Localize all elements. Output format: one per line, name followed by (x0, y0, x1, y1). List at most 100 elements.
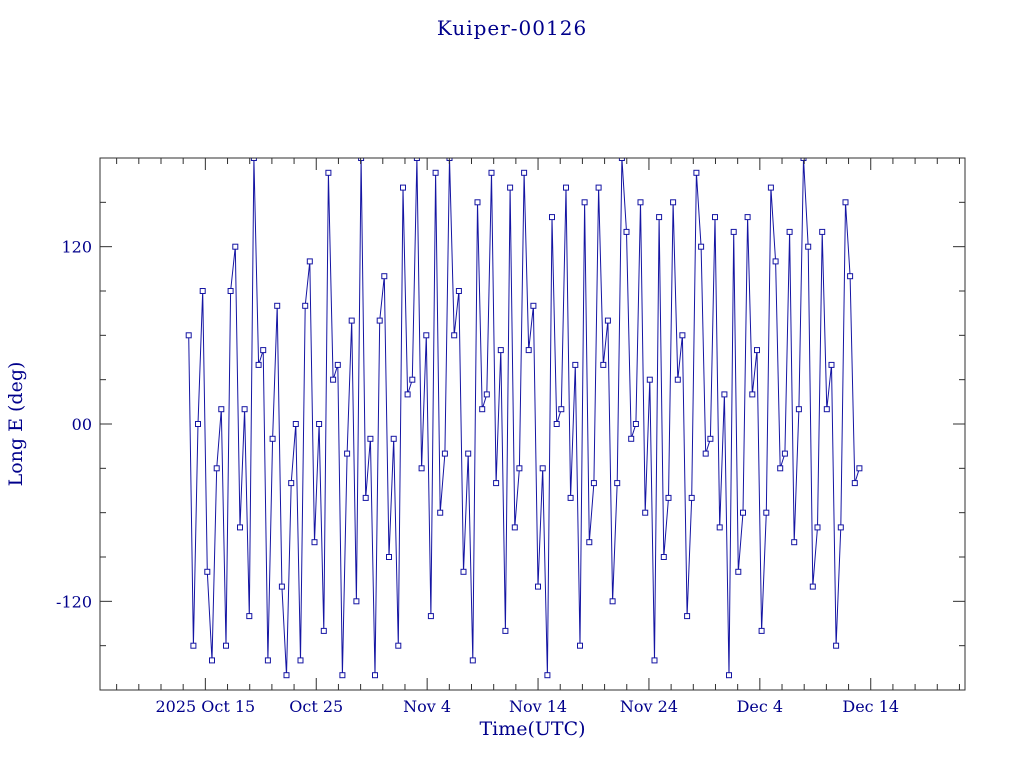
data-markers (185, 158, 863, 679)
data-point (237, 524, 243, 531)
data-point (809, 583, 816, 590)
data-point (577, 642, 583, 649)
x-tick-label: Dec 4 (737, 697, 784, 716)
data-point (413, 158, 420, 161)
data-point (376, 317, 383, 324)
x-tick-label: Nov 24 (620, 697, 678, 716)
x-tick-label: Oct 25 (289, 697, 343, 716)
data-point (455, 288, 462, 294)
data-point (823, 406, 830, 413)
data-point (218, 406, 225, 413)
data-point (642, 509, 649, 516)
data-point (581, 199, 588, 206)
data-point (763, 509, 770, 516)
data-point (241, 406, 248, 413)
data-point (260, 347, 267, 354)
data-point (856, 465, 863, 472)
data-point (702, 450, 709, 457)
data-point (423, 332, 430, 339)
data-point (814, 524, 821, 531)
x-tick-label: Nov 4 (403, 697, 451, 716)
data-point (302, 302, 309, 309)
data-point (250, 158, 257, 161)
data-point (409, 376, 416, 383)
y-tick-label: -120 (56, 592, 92, 611)
data-point (507, 184, 514, 191)
data-point (209, 657, 215, 664)
data-point (223, 642, 229, 649)
data-point (432, 169, 439, 176)
data-point (497, 347, 504, 354)
data-point (418, 465, 425, 472)
data-point (269, 435, 276, 442)
data-point (404, 391, 411, 398)
data-point (185, 332, 192, 339)
data-point (437, 509, 444, 516)
data-point (535, 583, 541, 590)
data-point (754, 347, 760, 354)
data-point (297, 657, 304, 664)
data-point (339, 672, 346, 679)
data-point (674, 376, 681, 383)
data-point (255, 361, 262, 368)
data-point (530, 302, 537, 309)
data-point (320, 627, 327, 634)
data-point (246, 613, 253, 620)
data-point (348, 317, 355, 324)
data-point (288, 480, 295, 487)
data-point (544, 672, 551, 679)
data-point (614, 480, 621, 487)
data-point (549, 214, 555, 221)
x-tick-label: Nov 14 (509, 697, 567, 716)
data-point (390, 435, 397, 442)
data-point (837, 524, 844, 531)
data-point (679, 332, 686, 339)
data-point (344, 450, 351, 457)
data-point (292, 421, 299, 427)
data-point (586, 539, 593, 546)
data-point (479, 406, 486, 413)
data-point (716, 524, 723, 531)
data-point (851, 480, 858, 487)
y-tick-label: 120 (61, 238, 92, 257)
data-point (563, 184, 569, 191)
data-point (749, 391, 756, 398)
data-point (232, 243, 239, 250)
data-point (828, 361, 835, 368)
data-point (656, 214, 663, 221)
data-point (590, 480, 597, 487)
x-tick-label: 2025 Oct 15 (155, 697, 255, 716)
data-point (330, 376, 337, 383)
data-point (767, 184, 774, 191)
data-point (381, 273, 388, 280)
data-point (483, 391, 490, 398)
data-point (199, 288, 206, 294)
data-point (646, 376, 653, 383)
data-point (274, 302, 281, 309)
data-point (730, 228, 737, 235)
data-point (195, 421, 201, 427)
data-point (842, 199, 849, 206)
data-point (833, 642, 840, 649)
data-point (665, 494, 672, 501)
data-line (188, 158, 860, 676)
y-tick-label: 00 (72, 415, 92, 434)
data-point (693, 169, 700, 176)
data-point (516, 465, 523, 472)
data-point (740, 509, 746, 516)
data-point (227, 288, 234, 294)
data-point (623, 228, 630, 235)
data-point (474, 199, 481, 206)
data-point (264, 657, 271, 664)
data-point (283, 672, 290, 679)
data-point (651, 657, 658, 664)
data-point (334, 361, 341, 368)
chart-title: Kuiper-00126 (436, 16, 588, 40)
data-point (521, 169, 528, 176)
data-point (525, 347, 532, 354)
data-point (325, 169, 332, 176)
data-point (502, 627, 509, 634)
data-point (493, 480, 500, 487)
data-point (372, 672, 378, 679)
